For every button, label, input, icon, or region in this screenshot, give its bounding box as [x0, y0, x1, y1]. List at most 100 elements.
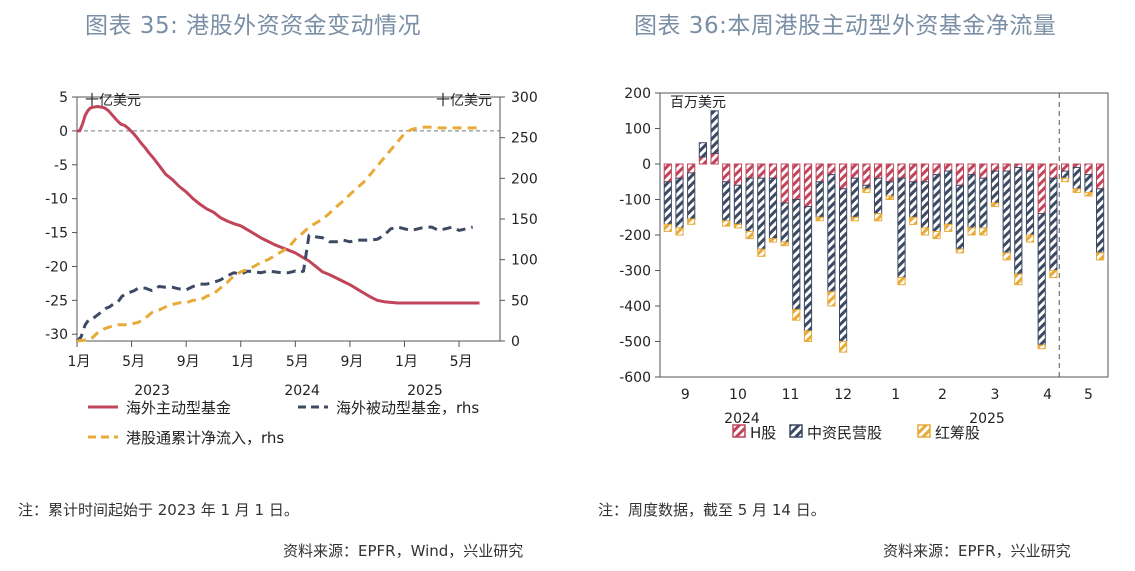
series-line-0: [77, 105, 480, 305]
bar-segment-2: [733, 223, 742, 229]
x-tick-label: 1月: [231, 354, 254, 370]
bar-segment-2: [967, 227, 976, 236]
left-y-tick-label: 0: [59, 124, 68, 140]
x-tick-label: 5月: [122, 354, 145, 370]
month-label: 3: [991, 387, 1000, 403]
bar-segment-0: [1014, 163, 1023, 168]
bar-segment-2: [874, 213, 883, 222]
bar-segment-1: [897, 177, 906, 279]
bar-segment-2: [827, 291, 836, 307]
bar-segment-1: [733, 184, 742, 225]
bar-segment-1: [839, 188, 848, 342]
year-label: 2025: [969, 411, 1005, 427]
x-tick-label: 1月: [68, 354, 91, 370]
bar-segment-0: [990, 163, 1000, 172]
bar-y-tick-label: -100: [619, 193, 651, 209]
bar-segment-1: [780, 202, 789, 243]
bar-segment-0: [710, 152, 719, 165]
bar-segment-0: [733, 163, 742, 186]
month-label: 1: [891, 387, 900, 403]
bar-segment-1: [1084, 174, 1093, 193]
right-axis-unit: 十亿美元: [436, 93, 492, 109]
bar-segment-0: [932, 163, 941, 176]
bar-segment-1: [979, 177, 988, 229]
left-source: 资料来源：EPFR，Wind，兴业研究: [283, 542, 524, 560]
bar-segment-2: [1037, 344, 1046, 350]
bar-legend-label-0: H股: [750, 424, 776, 442]
x-tick-label: 5月: [286, 354, 309, 370]
bar-segment-0: [955, 163, 964, 186]
bar-segment-1: [698, 142, 707, 158]
bar-y-tick-label: -600: [619, 370, 651, 386]
bar-segment-0: [827, 163, 836, 176]
year-label: 2024: [724, 411, 760, 427]
bar-segment-0: [1002, 163, 1011, 172]
bar-segment-2: [839, 341, 848, 353]
bar-segment-2: [850, 216, 859, 222]
bar-segment-0: [944, 163, 953, 172]
bar-segment-2: [1072, 188, 1081, 193]
bar-segment-0: [698, 156, 707, 165]
x-tick-label: 9月: [177, 354, 200, 370]
bar-segment-0: [967, 163, 976, 176]
bar-segment-0: [850, 163, 859, 179]
x-year-label: 2023: [134, 383, 170, 399]
month-label: 5: [1084, 387, 1093, 403]
bar-segment-1: [687, 172, 696, 220]
bar-segment-0: [839, 163, 848, 190]
bar-segment-1: [815, 181, 824, 218]
right-y-tick-label: 0: [511, 334, 520, 350]
bar-segment-2: [803, 330, 813, 342]
bar-segment-2: [979, 227, 988, 236]
month-label: 11: [782, 387, 800, 403]
bar-segment-2: [862, 188, 871, 193]
bar-segment-1: [1037, 213, 1046, 346]
bar-segment-1: [920, 181, 929, 229]
bar-segment-1: [874, 177, 883, 215]
bar-segment-1: [990, 170, 1000, 204]
bar-segment-2: [920, 227, 929, 236]
bar-y-tick-label: 100: [624, 122, 651, 138]
series-line-2: [76, 125, 480, 343]
bar-axis-unit: 百万美元: [670, 95, 726, 111]
bar-segment-1: [1014, 167, 1023, 275]
bar-segment-0: [1096, 163, 1105, 190]
bar-segment-1: [1025, 170, 1035, 236]
legend-label-1: 海外被动型基金，rhs: [336, 399, 479, 417]
bar-segment-0: [780, 163, 789, 204]
month-label: 9: [681, 387, 690, 403]
bar-segment-2: [909, 216, 918, 225]
bar-segment-1: [885, 181, 894, 197]
right-y-tick-label: 200: [511, 171, 538, 187]
left-y-tick-label: 5: [59, 90, 68, 106]
bar-segment-0: [803, 163, 813, 208]
bar-segment-2: [932, 231, 941, 240]
bar-segment-1: [1049, 177, 1058, 271]
bar-y-tick-label: -300: [619, 264, 651, 280]
bar-segment-2: [1084, 191, 1093, 197]
bar-segment-1: [1002, 170, 1011, 254]
x-tick-label: 1月: [395, 354, 418, 370]
bar-segment-1: [850, 177, 859, 218]
bar-segment-0: [897, 163, 906, 179]
bar-legend-swatch-1: [789, 424, 803, 438]
legend-label-2: 港股通累计净流入，rhs: [126, 429, 284, 447]
bar-segment-2: [897, 277, 906, 286]
bar-segment-2: [1049, 270, 1058, 279]
bar-segment-2: [1002, 252, 1011, 261]
x-year-label: 2024: [284, 383, 320, 399]
right-y-tick-label: 100: [511, 253, 538, 269]
left-axis-unit: 十亿美元: [85, 93, 141, 109]
month-label: 10: [729, 387, 747, 403]
bar-segment-0: [1084, 163, 1093, 176]
bar-legend-swatch-0: [732, 424, 746, 438]
bar-segment-2: [745, 231, 754, 240]
bar-segment-2: [675, 227, 684, 236]
right-y-tick-label: 150: [511, 212, 538, 228]
bar-segment-2: [768, 238, 778, 243]
bar-segment-2: [990, 202, 1000, 208]
left-y-tick-label: -10: [45, 192, 68, 208]
bar-segment-1: [757, 177, 766, 250]
bar-segment-0: [1061, 163, 1070, 172]
